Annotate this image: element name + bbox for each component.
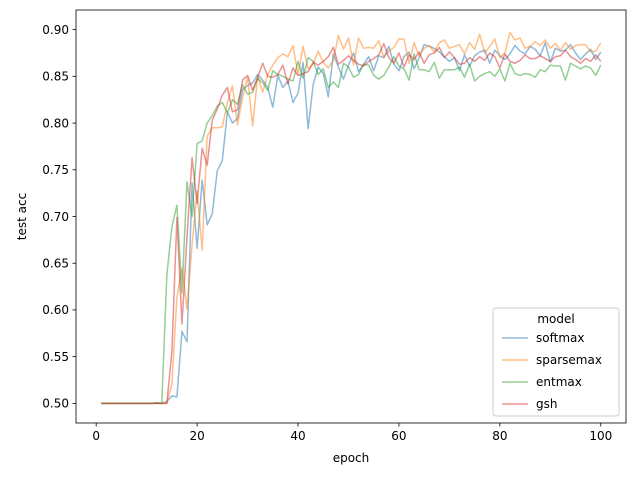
y-tick-label: 0.65 [42, 257, 69, 271]
x-axis: 0 20 40 60 80 100 [92, 423, 612, 443]
legend-label-sparsemax: sparsemax [536, 353, 602, 367]
series-layer [101, 31, 602, 405]
y-tick-label: 0.75 [42, 163, 69, 177]
x-tick-label: 60 [391, 429, 406, 443]
series-line-gsh [101, 42, 602, 405]
y-tick-label: 0.90 [42, 23, 69, 37]
y-tick-label: 0.70 [42, 210, 69, 224]
legend-label-softmax: softmax [536, 331, 584, 345]
y-tick-label: 0.60 [42, 303, 69, 317]
series-line-entmax [101, 53, 602, 405]
x-tick-label: 20 [189, 429, 204, 443]
x-tick-label: 80 [492, 429, 507, 443]
y-tick-label: 0.85 [42, 70, 69, 84]
legend-box [492, 307, 620, 417]
y-tick-label: 0.55 [42, 350, 69, 364]
legend-title: model [537, 312, 574, 326]
x-tick-label: 0 [92, 429, 100, 443]
legend-label-gsh: gsh [536, 397, 557, 411]
x-tick-label: 40 [290, 429, 305, 443]
x-axis-label: epoch [333, 451, 370, 465]
legend-label-entmax: entmax [536, 375, 582, 389]
y-tick-label: 0.50 [42, 397, 69, 411]
legend: model softmax sparsemax entmax gsh [492, 307, 620, 417]
x-tick-label: 100 [589, 429, 612, 443]
y-axis: 0.50 0.55 0.60 0.65 0.70 0.75 0.80 0.85 0.90 [42, 23, 76, 411]
y-axis-label: test acc [15, 193, 29, 240]
y-tick-label: 0.80 [42, 116, 69, 130]
